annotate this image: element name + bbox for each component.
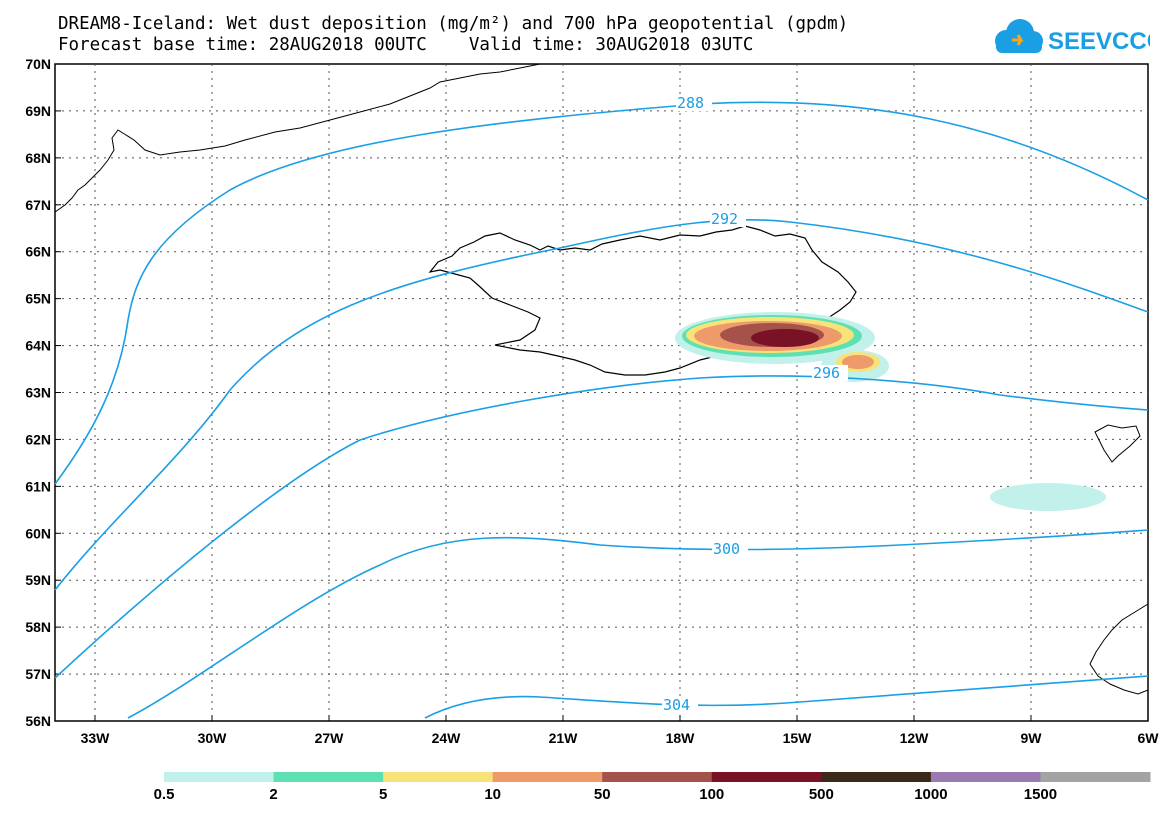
graticule [55, 63, 1149, 722]
contour-label-296: 296 [813, 364, 840, 382]
greenland-coastline [54, 63, 541, 213]
lat-label: 68N [25, 150, 51, 166]
contour-304 [424, 675, 1149, 719]
logo-text: SEEVCCC [1048, 28, 1150, 55]
faroe-islands-outline [1094, 424, 1141, 463]
legend-swatch [492, 772, 603, 782]
lon-label: 33W [81, 730, 111, 746]
lat-label: 59N [25, 572, 51, 588]
lon-label: 12W [900, 730, 930, 746]
legend-swatch [1040, 772, 1151, 782]
legend-swatch [383, 772, 494, 782]
legend-label: 100 [699, 786, 724, 803]
contour-300 [127, 529, 1149, 719]
legend-label: 1000 [914, 786, 947, 803]
legend-label: 10 [484, 786, 501, 803]
legend-swatch [821, 772, 932, 782]
legend-label: 50 [594, 786, 611, 803]
map-subtitle: Forecast base time: 28AUG2018 00UTC Vali… [58, 35, 754, 55]
contour-label-304: 304 [663, 696, 690, 714]
contour-labels: 288 292 296 300 304 [662, 94, 848, 714]
lon-label: 21W [549, 730, 579, 746]
legend-label: 5 [379, 786, 387, 803]
lat-label: 60N [25, 525, 51, 541]
dust-patch-south-east [990, 483, 1106, 511]
dust-deposition-field [675, 312, 1106, 511]
iceland-coastline [428, 225, 857, 376]
lat-label: 62N [25, 431, 51, 447]
geopotential-contours [54, 101, 1149, 719]
legend-swatch [273, 772, 384, 782]
legend-label: 2 [269, 786, 277, 803]
latitude-labels: 70N 69N 68N 67N 66N 65N 64N 63N 62N 61N 60N 59N 58N 5… [25, 56, 51, 729]
map-title: DREAM8-Iceland: Wet dust deposition (mg/… [58, 14, 849, 34]
legend-swatch [711, 772, 822, 782]
contour-label-300: 300 [713, 540, 740, 558]
legend-swatch [602, 772, 713, 782]
lat-label: 69N [25, 103, 51, 119]
lat-label: 65N [25, 291, 51, 307]
lon-label: 18W [666, 730, 696, 746]
lat-label: 57N [25, 666, 51, 682]
contour-label-288: 288 [677, 94, 704, 112]
contour-292 [54, 218, 1149, 591]
lat-label: 64N [25, 338, 51, 354]
contour-288 [54, 101, 1149, 485]
legend-swatch [930, 772, 1041, 782]
lat-label: 58N [25, 619, 51, 635]
legend-label: 500 [809, 786, 834, 803]
lat-label: 56N [25, 713, 51, 729]
lon-label: 9W [1021, 730, 1043, 746]
seevccc-logo: SEEVCCC [995, 19, 1150, 55]
lat-label: 67N [25, 197, 51, 213]
contour-296 [54, 375, 1149, 679]
legend-label: 0.5 [154, 786, 175, 803]
lat-label: 66N [25, 244, 51, 260]
lon-label: 27W [315, 730, 345, 746]
scotland-coastline [1089, 603, 1149, 695]
longitude-labels: 33W 30W 27W 24W 21W 18W 15W 12W 9W 6W [81, 730, 1160, 746]
lon-label: 6W [1138, 730, 1160, 746]
lon-label: 30W [198, 730, 228, 746]
legend-swatch [164, 772, 275, 782]
contour-label-292: 292 [711, 210, 738, 228]
legend-label: 1500 [1024, 786, 1057, 803]
lon-label: 24W [432, 730, 462, 746]
lat-label: 70N [25, 56, 51, 72]
lat-label: 61N [25, 478, 51, 494]
cloud-logo-icon [995, 19, 1043, 53]
lat-label: 63N [25, 385, 51, 401]
lon-label: 15W [783, 730, 813, 746]
